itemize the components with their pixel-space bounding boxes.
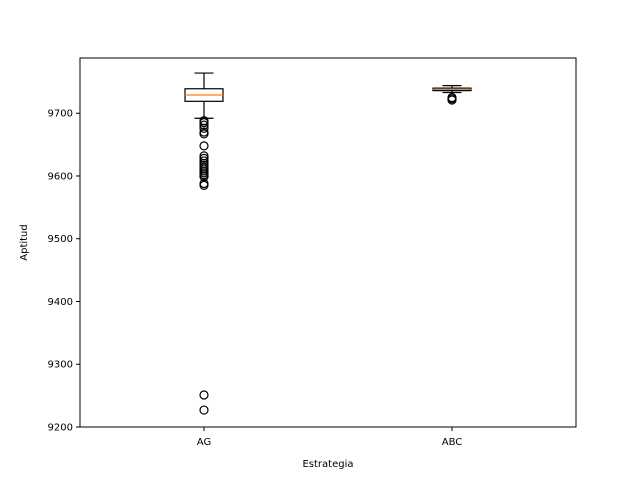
outlier-point (447, 95, 457, 105)
y-axis-label: Aptitud (19, 224, 30, 261)
y-tick-label: 9700 (48, 109, 73, 120)
y-tick-label: 9600 (48, 171, 73, 182)
axes-frame (79, 57, 577, 428)
x-tick-label: AG (197, 437, 211, 448)
y-tick-label: 9200 (48, 423, 73, 434)
box-group (432, 85, 472, 105)
outlier-point (199, 129, 209, 139)
box-group (184, 72, 224, 415)
outlier-point (199, 172, 209, 182)
x-tick-label: ABC (442, 437, 463, 448)
x-axis-label: Estrategia (302, 459, 353, 470)
plot-area (184, 72, 472, 415)
outlier-point (199, 405, 209, 415)
y-tick-label: 9400 (48, 297, 73, 308)
x-axis: AG ABC (197, 427, 462, 448)
outlier-point (199, 141, 209, 151)
outlier-point (199, 120, 209, 130)
outlier-point (199, 118, 209, 128)
y-tick-label: 9500 (48, 234, 73, 245)
outlier-point (199, 153, 209, 164)
outlier-point (199, 390, 209, 400)
y-axis: 9200 9300 9400 9500 9600 9700 (48, 109, 80, 434)
outlier-point (199, 180, 209, 190)
y-tick-label: 9300 (48, 360, 73, 371)
outlier-point (199, 123, 209, 133)
